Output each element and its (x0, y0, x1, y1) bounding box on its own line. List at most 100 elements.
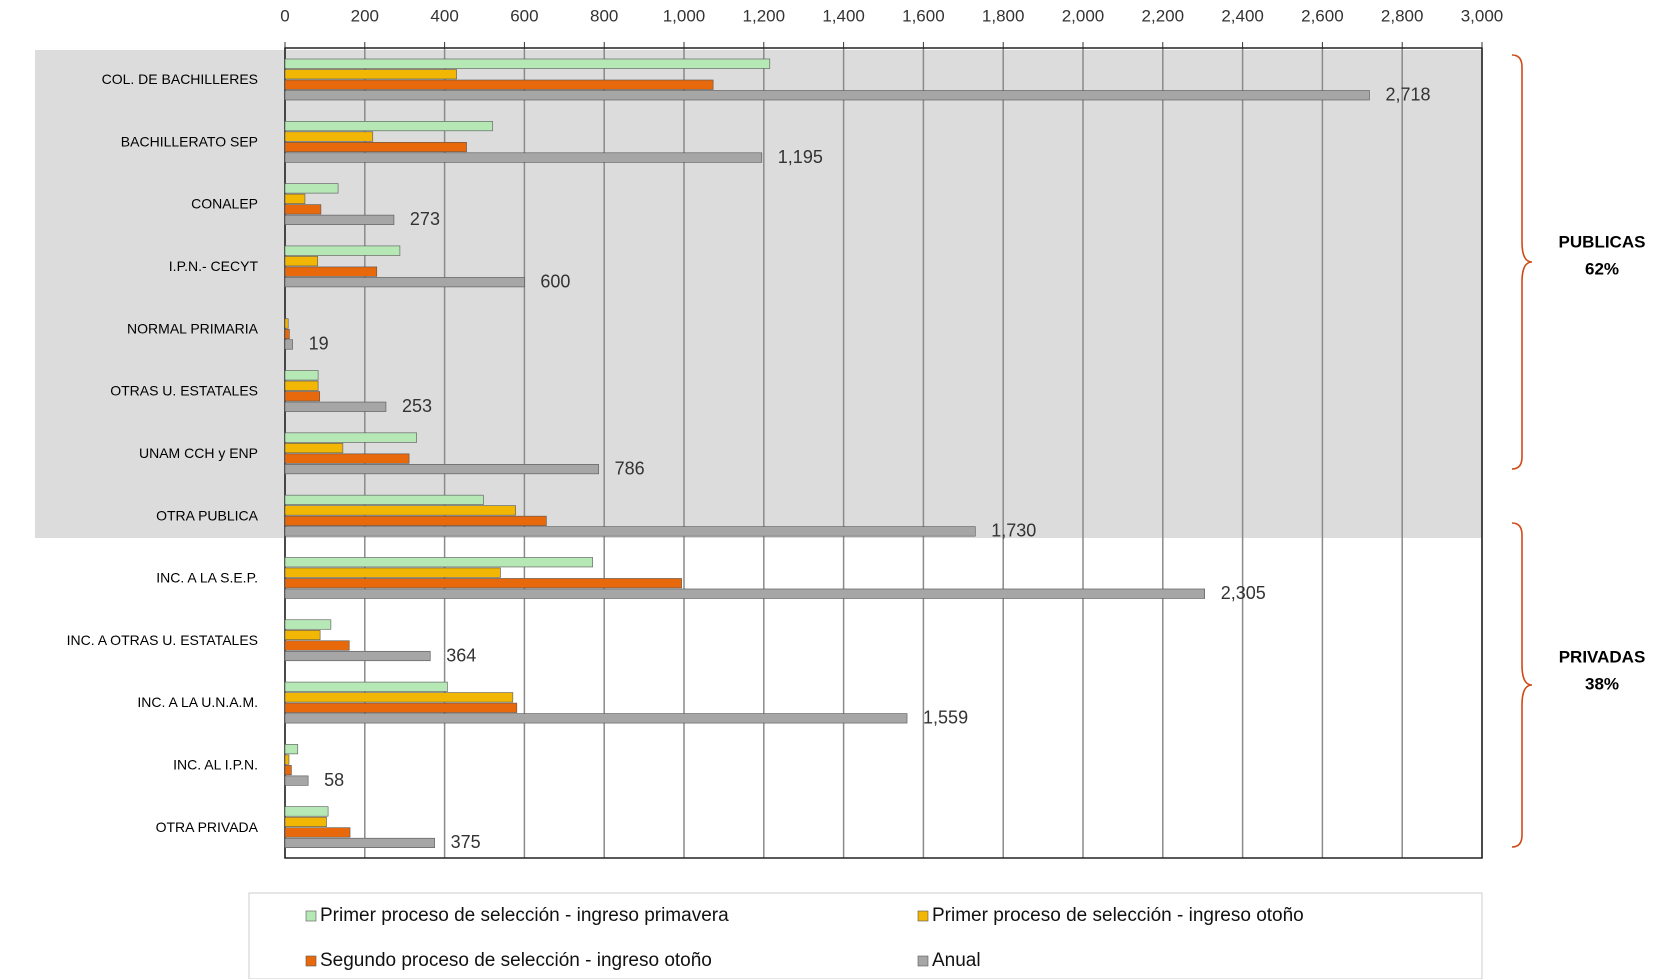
bar (284, 837, 435, 848)
legend-label: Segundo proceso de selección - ingreso o… (320, 950, 712, 971)
bar (284, 702, 518, 713)
bar (284, 277, 525, 288)
x-tick-label: 1,800 (982, 6, 1025, 25)
bar (284, 713, 908, 724)
y-tick-label: INC. AL I.P.N. (173, 756, 258, 772)
bar (284, 650, 431, 662)
value-label: 58 (324, 770, 344, 790)
value-label: 273 (410, 209, 440, 229)
x-tick-label: 600 (510, 6, 538, 25)
bar (284, 90, 1370, 101)
bar (284, 494, 484, 505)
value-label: 1,195 (778, 147, 823, 167)
y-tick-label: COL. DE BACHILLERES (102, 71, 258, 87)
legend-swatch (917, 910, 929, 922)
bar (284, 380, 319, 391)
y-tick-label: INC. A OTRAS U. ESTATALES (67, 632, 258, 648)
bar (284, 245, 401, 256)
x-tick-label: 1,000 (663, 6, 706, 25)
bar (284, 692, 514, 703)
x-tick-label: 1,600 (902, 6, 945, 25)
y-tick-label: I.P.N.- CECYT (169, 258, 259, 274)
x-tick-label: 2,800 (1381, 6, 1424, 25)
value-label: 786 (615, 458, 645, 478)
bar (284, 370, 319, 381)
bar (284, 816, 327, 827)
bar (284, 619, 332, 630)
y-tick-label: NORMAL PRIMARIA (127, 320, 259, 336)
bar (284, 765, 292, 776)
legend-label: Primer proceso de selección - ingreso pr… (320, 905, 729, 926)
bar (284, 121, 493, 132)
bar (284, 131, 374, 142)
bar (284, 515, 547, 526)
legend-swatch (305, 955, 317, 967)
bar (284, 681, 448, 692)
bar (284, 464, 599, 475)
bar (284, 640, 350, 651)
bar (284, 339, 293, 350)
y-tick-label: INC. A LA S.E.P. (156, 570, 258, 586)
bar (284, 152, 763, 163)
bar (284, 401, 387, 412)
x-tick-label: 800 (590, 6, 618, 25)
bar (284, 256, 319, 267)
bar (284, 557, 593, 568)
value-label: 253 (402, 396, 432, 416)
group-share: 38% (1585, 674, 1619, 693)
x-tick-label: 2,400 (1221, 6, 1264, 25)
legend-box (248, 892, 1483, 979)
bar (284, 318, 289, 329)
bar (284, 578, 682, 589)
bar (284, 266, 378, 277)
y-tick-label: CONALEP (191, 196, 258, 212)
bar (284, 827, 351, 838)
bar (284, 629, 321, 641)
bar (284, 58, 771, 69)
y-tick-label: INC. A LA U.N.A.M. (137, 694, 258, 710)
legend-label: Primer proceso de selección - ingreso ot… (932, 905, 1304, 926)
bar (284, 588, 1205, 599)
legend-swatch (917, 955, 929, 967)
x-tick-label: 1,200 (743, 6, 786, 25)
brace-public (1511, 54, 1533, 470)
brace-private (1511, 522, 1533, 848)
value-label: 1,730 (991, 521, 1036, 541)
bar (284, 328, 290, 340)
x-tick-label: 200 (351, 6, 379, 25)
x-tick-label: 2,200 (1142, 6, 1185, 25)
bar (284, 214, 395, 225)
bar (284, 204, 322, 215)
value-label: 19 (309, 334, 329, 354)
bar (284, 183, 339, 194)
y-tick-label: OTRAS U. ESTATALES (110, 383, 258, 399)
y-tick-label: OTRA PUBLICA (156, 507, 259, 523)
bar (284, 142, 467, 153)
bar (284, 526, 976, 537)
legend-label: Anual (932, 950, 981, 971)
y-tick-label: UNAM CCH y ENP (139, 445, 258, 461)
x-tick-label: 2,600 (1301, 6, 1344, 25)
x-tick-label: 400 (430, 6, 458, 25)
group-label: PRIVADAS (1559, 647, 1646, 666)
value-label: 2,718 (1385, 85, 1430, 105)
value-label: 364 (446, 645, 476, 665)
x-tick-label: 0 (280, 6, 289, 25)
value-label: 2,305 (1221, 583, 1266, 603)
bar (284, 505, 516, 516)
x-tick-label: 3,000 (1461, 6, 1504, 25)
bar (284, 754, 290, 765)
value-label: 1,559 (923, 708, 968, 728)
bar (284, 806, 329, 817)
x-tick-label: 2,000 (1062, 6, 1105, 25)
bar (284, 443, 344, 454)
y-tick-label: OTRA PRIVADA (156, 819, 259, 835)
public-shading (35, 50, 1482, 538)
bar (284, 193, 306, 204)
legend-swatch (305, 910, 317, 922)
bar (284, 432, 417, 443)
x-tick-label: 1,400 (822, 6, 865, 25)
y-tick-label: BACHILLERATO SEP (121, 133, 258, 149)
